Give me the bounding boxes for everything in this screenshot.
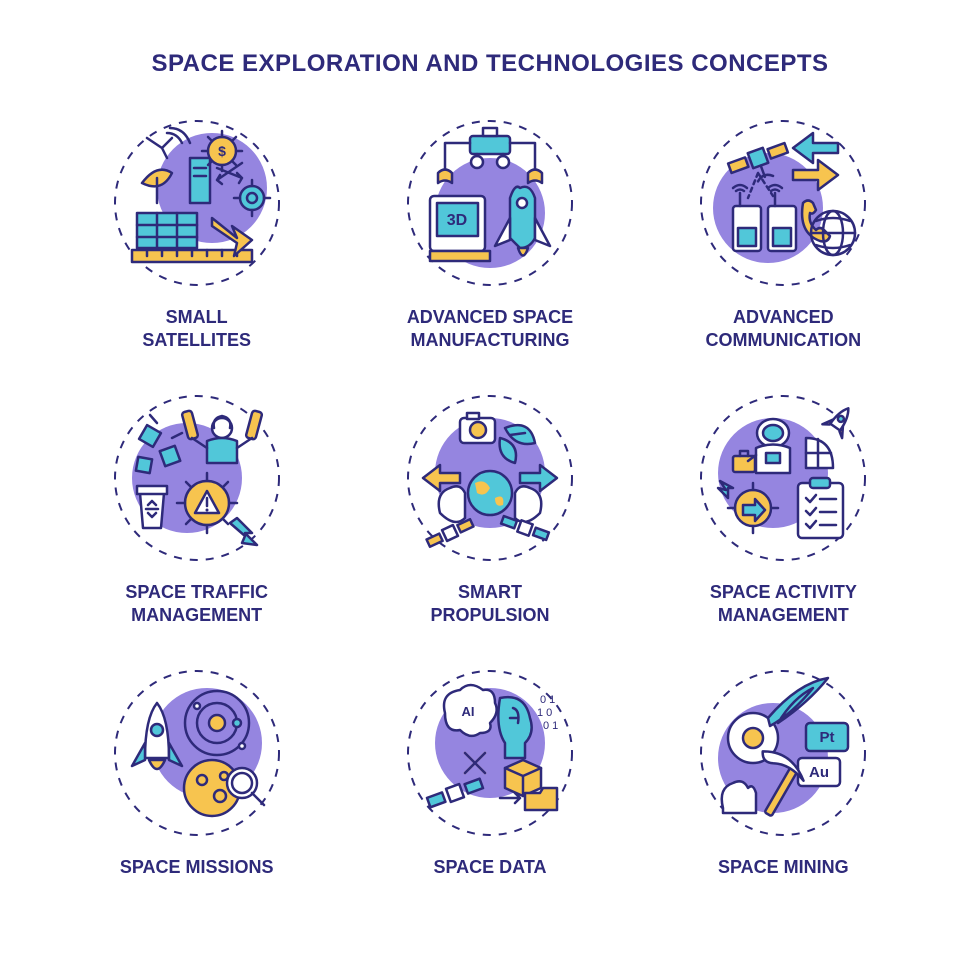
concept-space-data: AI 0 1 1 0 0 1 — [363, 668, 616, 879]
concept-space-mining: Pt Au Space Mining — [657, 668, 910, 879]
concept-label: Smart Propulsion — [430, 581, 549, 628]
concept-label: Space Activity Management — [710, 581, 857, 628]
concept-label: Space Traffic Management — [125, 581, 268, 628]
space-traffic-management-icon — [112, 393, 282, 563]
page-title: SPACE EXPLORATION AND TECHNOLOGIES CONCE… — [151, 50, 828, 78]
svg-text:AI: AI — [461, 704, 474, 719]
concept-label: Advanced Communication — [705, 306, 861, 353]
concept-space-activity-management: Space Activity Management — [657, 393, 910, 628]
concept-advanced-communication: Advanced Communication — [657, 118, 910, 353]
space-mining-icon: Pt Au — [698, 668, 868, 838]
svg-text:0 1: 0 1 — [543, 720, 558, 732]
advanced-communication-icon — [698, 118, 868, 288]
concept-advanced-space-manufacturing: 3D Advanced Space Manufacturing — [363, 118, 616, 353]
svg-text:Au: Au — [809, 764, 829, 781]
space-activity-management-icon — [698, 393, 868, 563]
concept-space-missions: Space Missions — [70, 668, 323, 879]
small-satellites-icon: $ — [112, 118, 282, 288]
concept-label: Small Satellites — [142, 306, 251, 353]
smart-propulsion-icon — [405, 393, 575, 563]
concept-space-traffic-management: Space Traffic Management — [70, 393, 323, 628]
svg-text:Pt: Pt — [820, 729, 835, 746]
svg-text:3D: 3D — [447, 212, 467, 229]
svg-text:$: $ — [218, 143, 226, 159]
advanced-space-manufacturing-icon: 3D — [405, 118, 575, 288]
concept-label: Space Data — [433, 856, 546, 879]
concept-label: Advanced Space Manufacturing — [407, 306, 573, 353]
space-missions-icon — [112, 668, 282, 838]
concept-label: Space Mining — [718, 856, 849, 879]
svg-text:1 0: 1 0 — [537, 707, 552, 719]
concept-smart-propulsion: Smart Propulsion — [363, 393, 616, 628]
space-data-icon: AI 0 1 1 0 0 1 — [405, 668, 575, 838]
concept-grid: $ — [70, 118, 910, 879]
svg-text:0 1: 0 1 — [540, 694, 555, 706]
concept-label: Space Missions — [120, 856, 274, 879]
concept-small-satellites: $ — [70, 118, 323, 353]
